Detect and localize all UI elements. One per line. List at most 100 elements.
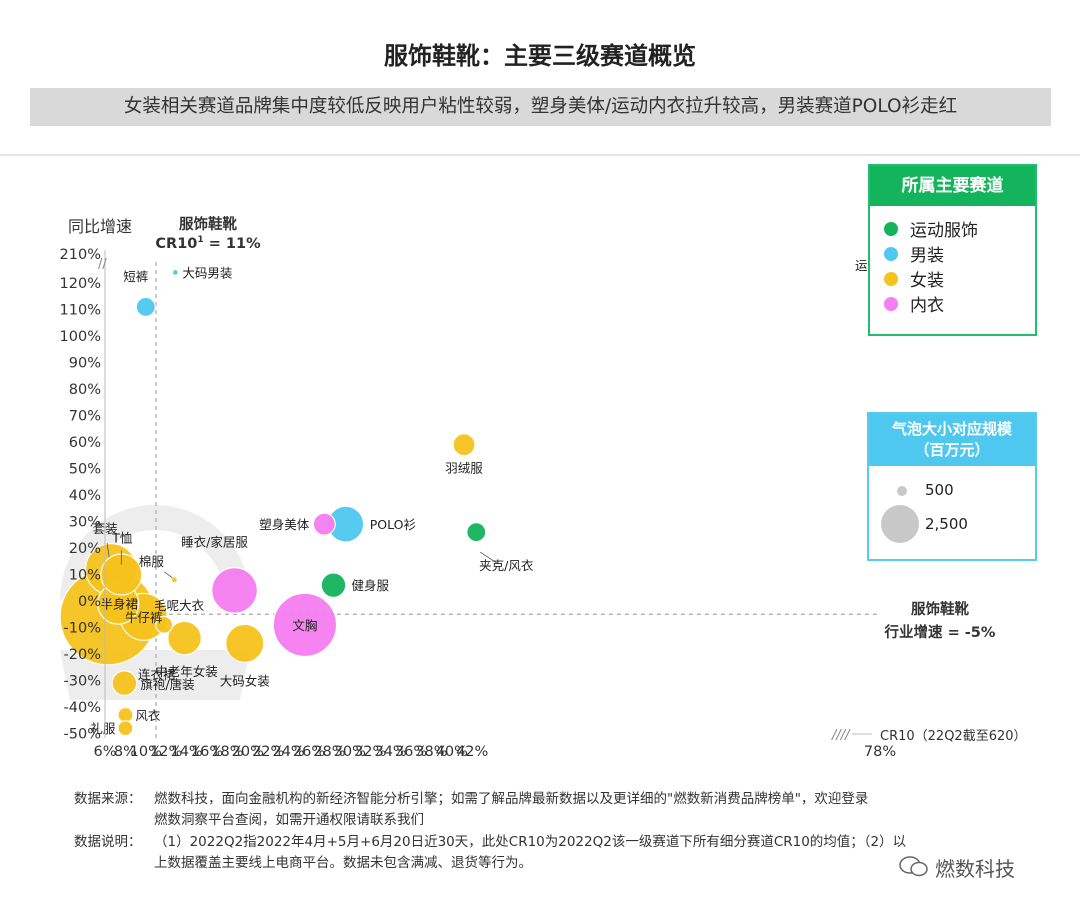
size-large-label: 2,500: [925, 515, 968, 533]
x-tick-label: 24%: [272, 744, 304, 760]
legend-item-menswear: 男装: [870, 241, 1035, 266]
bubble-label: 棉服: [139, 554, 165, 569]
bubble-point: [111, 670, 138, 696]
legend-dot-icon: [884, 271, 898, 286]
y-axis-break-icon: //: [98, 257, 107, 272]
legend-label: 内衣: [910, 296, 944, 316]
bubble-label: 睡衣/家居服: [181, 534, 248, 549]
note-label: 数据说明：: [74, 834, 142, 850]
x-tick-label: 14%: [170, 744, 202, 760]
x-tick-label: 16%: [191, 744, 223, 760]
bubble-label: 连衣裙: [138, 667, 176, 682]
x-tick-label: 28%: [313, 744, 345, 760]
bubble-point: [170, 576, 178, 584]
bubble-label: T恤: [111, 531, 133, 546]
data-source: 数据来源： 燃数科技，面向金融机构的新经济智能分析引擎；如需了解品牌最新数据以及更…: [74, 789, 868, 831]
bubble-point: [167, 620, 202, 656]
bubble-point: [452, 433, 476, 457]
bubble-point: [135, 296, 156, 317]
bubble-label: 文胸: [292, 618, 317, 633]
bubble-point: [117, 706, 134, 723]
legend-label: 女装: [910, 271, 944, 291]
bubble-point: [225, 623, 265, 663]
bubble-label: 风衣: [135, 708, 161, 723]
bubble-point: [312, 512, 336, 536]
bubble-label: 塑身美体: [259, 517, 310, 532]
y-tick-label: 210%: [60, 247, 101, 263]
bubble-point: [211, 566, 258, 614]
y-tick-label: 60%: [69, 435, 101, 451]
bubble-point: [272, 592, 338, 658]
bubble-point: [466, 522, 487, 543]
source-label: 数据来源：: [74, 791, 142, 807]
bubble-label: POLO衫: [370, 517, 416, 532]
x-tick-label: 26%: [293, 744, 325, 760]
bubble-label: 夹克/风衣: [479, 558, 534, 573]
x-tick-label: 32%: [354, 744, 386, 760]
y-tick-label: -20%: [64, 647, 101, 663]
size-small-circle-icon: [897, 486, 907, 496]
legend-item-sportswear: 运动服饰: [870, 216, 1035, 241]
x-tick-label: 18%: [211, 744, 243, 760]
x-tick-label: 12%: [150, 744, 182, 760]
y-tick-label: 110%: [60, 303, 101, 319]
y-tick-label: 120%: [60, 276, 101, 292]
x-tick-label: 22%: [252, 744, 284, 760]
category-legend-title: 所属主要赛道: [870, 166, 1035, 206]
bubble-label: 羽绒服: [445, 461, 483, 476]
legend-dot-icon: [884, 246, 898, 261]
bubble-label: 中老年女装: [155, 664, 218, 679]
x-axis-label: CR10（22Q2截至620）: [880, 729, 1027, 744]
y-tick-label: 0%: [78, 594, 101, 610]
legend-label: 运动服饰: [910, 221, 978, 241]
source-line2: 燃数洞察平台查阅，如需开通权限请联系我们: [154, 812, 424, 828]
y-tick-label: 90%: [69, 356, 101, 372]
brand-name: 燃数科技: [935, 857, 1015, 881]
x-tick-label: 30%: [334, 744, 366, 760]
x-axis-break-icon: ////: [831, 728, 851, 743]
y-tick-label: 70%: [69, 409, 101, 425]
size-legend-title-line2: （百万元）: [914, 441, 990, 459]
bubble-label: 大码女装: [220, 673, 270, 688]
size-legend-title: 气泡大小对应规模 （百万元）: [869, 414, 1035, 466]
legend-item-womenswear: 女装: [870, 266, 1035, 291]
y-axis-label: 同比增速: [68, 217, 132, 236]
bubble-label: 牛仔裤: [125, 610, 163, 625]
y-tick-label: 10%: [69, 568, 101, 584]
x-tick-label: 36%: [395, 744, 427, 760]
legend-item-underwear: 内衣: [870, 291, 1035, 316]
x-tick-label: 38%: [415, 744, 447, 760]
bubble-point: [171, 268, 179, 276]
data-note: 数据说明： （1）2022Q2指2022年4月+5月+6月20日近30天，此处CR…: [74, 832, 906, 874]
x-tick-label: 40%: [436, 744, 468, 760]
x-tick-label: 10%: [130, 744, 162, 760]
note-line2: 上数据覆盖主要线上电商平台。数据未包含满减、退货等行为。: [154, 855, 532, 871]
label-leader-line: [164, 571, 173, 579]
bubble-label: 毛呢大衣: [154, 598, 205, 613]
bubble-point: [155, 615, 174, 634]
x-tick-label: 6%: [93, 744, 116, 760]
size-small-label: 500: [925, 481, 954, 499]
bubble-point: [117, 720, 134, 737]
page-subtitle: 女装相关赛道品牌集中度较低反映用户粘性较弱，塑身美体/运动内衣拉升较高，男装赛道…: [30, 88, 1051, 126]
cr10-annotation-line1: 服饰鞋靴: [179, 215, 237, 233]
x-tick-label: 42%: [456, 744, 488, 760]
label-leader-line: [480, 551, 499, 565]
legend-dot-icon: [884, 296, 898, 311]
y-tick-label: -10%: [64, 621, 101, 637]
legend-dot-icon: [884, 221, 898, 236]
x-tick-label: 20%: [232, 744, 264, 760]
divider: [0, 154, 1080, 156]
page-title: 服饰鞋靴：主要三级赛道概览: [384, 42, 696, 70]
y-tick-label: 20%: [69, 541, 101, 557]
size-large-circle-icon: [881, 505, 919, 543]
y-tick-label: 30%: [69, 515, 101, 531]
bubble-label: 旗袍/唐装: [140, 677, 194, 692]
y-tick-label: -30%: [64, 674, 101, 690]
y-tick-label: 40%: [69, 488, 101, 504]
note-line1: （1）2022Q2指2022年4月+5月+6月20日近30天，此处CR10为20…: [154, 834, 907, 850]
y-tick-label: -50%: [64, 727, 101, 743]
bubble-label: 大码男装: [182, 265, 232, 280]
y-tick-label: 80%: [69, 382, 101, 398]
